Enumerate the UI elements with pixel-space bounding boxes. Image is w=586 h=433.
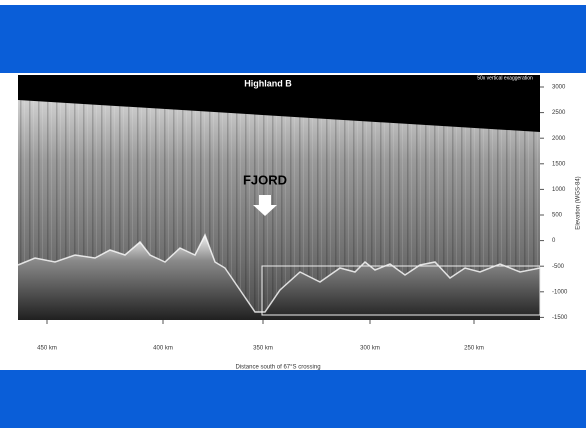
y-tick-label: 1000 bbox=[552, 187, 566, 193]
y-axis-title: Elevation (WGS-84) bbox=[576, 176, 582, 229]
y-tick-label: 2000 bbox=[552, 136, 566, 142]
x-tick-label: 300 km bbox=[360, 346, 380, 352]
note: 50x vertical exaggeration bbox=[477, 75, 533, 81]
top-band bbox=[0, 5, 586, 73]
y-tick-label: 0 bbox=[552, 238, 556, 244]
x-axis-title: Distance south of 67°S crossing bbox=[235, 365, 320, 371]
slide: Highland B 50x vertical exaggeration FJO… bbox=[0, 0, 586, 433]
y-tick-label: 500 bbox=[552, 213, 563, 219]
x-tick-label: 400 km bbox=[153, 346, 173, 352]
y-tick-label: 2500 bbox=[552, 110, 566, 116]
x-tick-label: 450 km bbox=[37, 346, 57, 352]
y-tick-label: 1500 bbox=[552, 161, 566, 167]
radargram bbox=[18, 75, 540, 320]
annotation: FJORD bbox=[243, 172, 287, 187]
y-tick-label: 3000 bbox=[552, 85, 566, 91]
figure-title: Highland B bbox=[244, 78, 292, 88]
y-tick-label: -1500 bbox=[552, 315, 568, 321]
y-tick-label: -500 bbox=[552, 264, 565, 270]
y-tick-label: -1000 bbox=[552, 289, 568, 295]
x-tick-label: 350 km bbox=[253, 346, 273, 352]
x-tick-label: 250 km bbox=[464, 346, 484, 352]
bottom-band bbox=[0, 370, 586, 428]
